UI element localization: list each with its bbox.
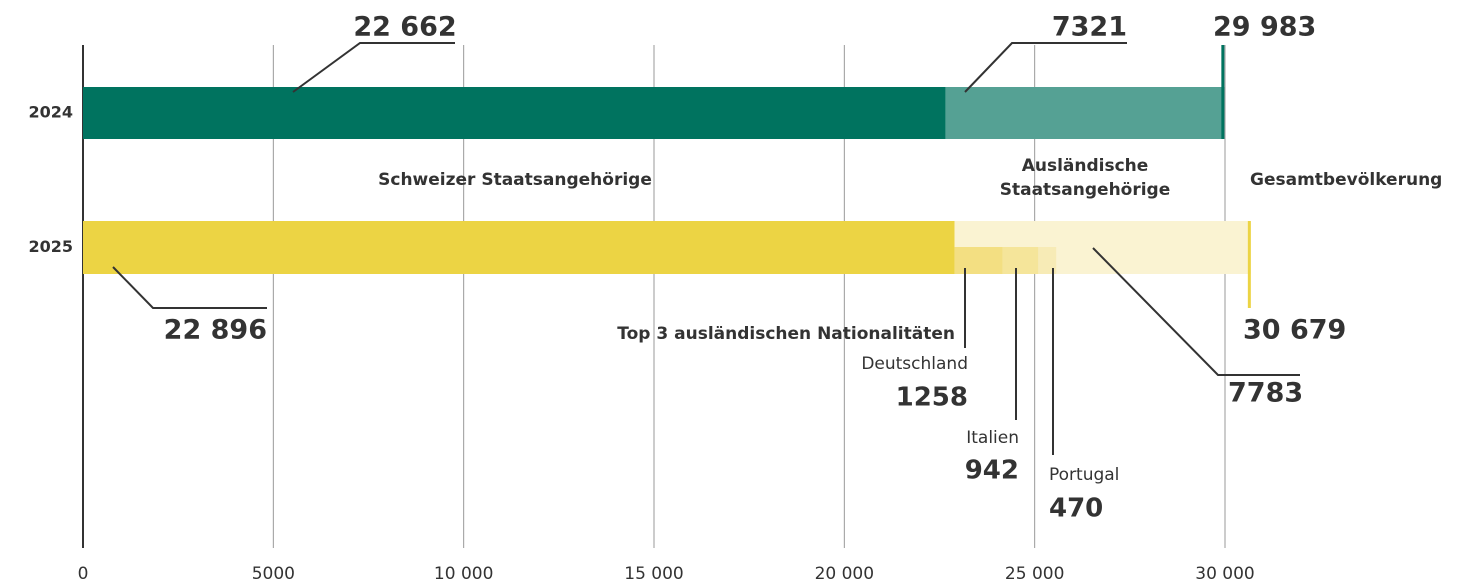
totals-label: Gesamtbevölkerung: [1250, 170, 1443, 190]
leader: [1092, 247, 1300, 376]
total-label: 29 983: [1213, 12, 1316, 43]
x-tick-label: 25 000: [1005, 564, 1064, 583]
bar-segment: [83, 87, 946, 139]
series-label: Schweizer Staatsangehörige: [378, 170, 652, 190]
bar-segment: [945, 87, 1225, 139]
breakdown-segment: [1038, 247, 1057, 274]
x-tick-label: 10 000: [434, 564, 493, 583]
leader: [292, 42, 455, 93]
breakdown-value: 1258: [896, 383, 968, 413]
value-label: 22 896: [164, 315, 267, 346]
value-label: 7783: [1228, 378, 1303, 409]
value-label: 7321: [1052, 12, 1127, 43]
breakdown-segment: [954, 247, 1003, 274]
breakdown-segment: [1002, 247, 1039, 274]
value-label: 22 662: [353, 12, 456, 43]
breakdown-name: Italien: [966, 428, 1019, 448]
leader: [964, 42, 1127, 93]
x-tick-label: 20 000: [815, 564, 874, 583]
series-label: Ausländische Staatsangehörige: [999, 156, 1171, 200]
breakdown-title: Top 3 ausländischen Nationalitäten: [617, 324, 955, 344]
bar-segment: [83, 221, 955, 274]
breakdown-name: Portugal: [1049, 465, 1119, 485]
x-tick-label: 15 000: [624, 564, 683, 583]
y-tick-label: 2024: [28, 103, 73, 122]
breakdown-value: 470: [1049, 494, 1103, 524]
y-tick-label: 2025: [28, 237, 73, 256]
x-tick-label: 30 000: [1195, 564, 1254, 583]
x-tick-label: 0: [78, 564, 89, 583]
breakdown-name: Deutschland: [861, 354, 968, 374]
x-tick-label: 5000: [252, 564, 295, 583]
total-label: 30 679: [1243, 315, 1346, 346]
breakdown-value: 942: [965, 456, 1019, 486]
leader: [112, 266, 267, 309]
